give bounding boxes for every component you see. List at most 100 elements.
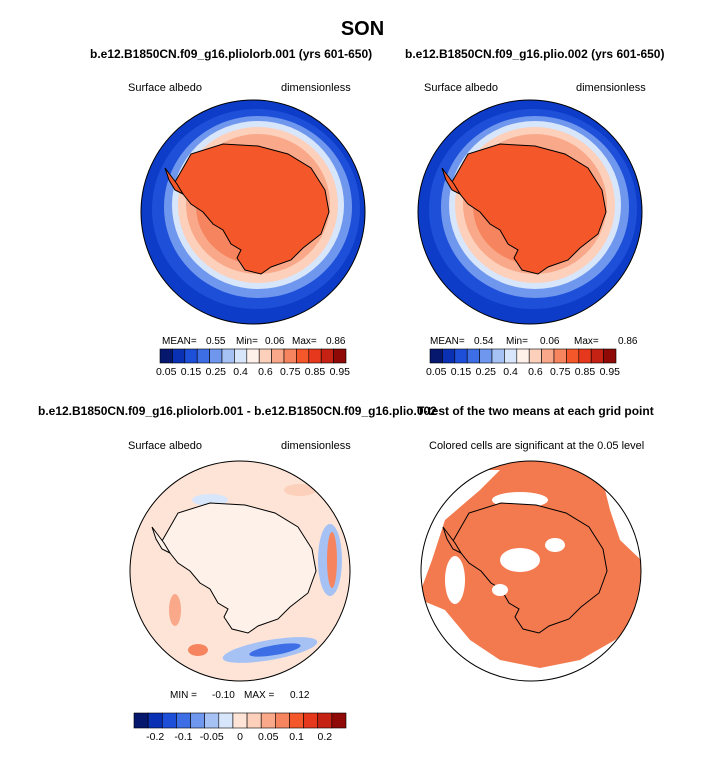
colorbar-segment (603, 348, 617, 364)
colorbar-segment (528, 348, 542, 364)
panel-2-colorbar: 0.05 0.15 0.25 0.4 0.6 0.75 0.85 0.95 (426, 348, 621, 378)
colorbar-tick-label: -0.2 (146, 731, 164, 743)
colorbar-tick-label: 0.2 (317, 731, 332, 743)
panel-1-colorbar: 0.05 0.15 0.25 0.4 0.6 0.75 0.85 0.95 (156, 348, 351, 378)
colorbar-tick-label: -0.1 (174, 731, 192, 743)
colorbar-segment (209, 348, 223, 364)
colorbar-tick-label: 0.4 (233, 366, 248, 378)
colorbar-segment (218, 712, 234, 729)
colorbar-tick-label: 0.15 (181, 366, 202, 378)
colorbar-segment (275, 712, 290, 729)
panel-3-left-label: Surface albedo (128, 440, 202, 452)
colorbar-tick-label: 0.4 (503, 366, 518, 378)
colorbar-segment (246, 712, 262, 729)
colorbar-segment (133, 712, 149, 729)
colorbar-segment (271, 348, 285, 364)
colorbar-segment (159, 348, 173, 364)
colorbar-segment (320, 348, 334, 364)
colorbar-segment (553, 348, 567, 364)
colorbar-segment (283, 348, 297, 364)
colorbar-segment (172, 348, 186, 364)
colorbar-tick-label: 0.6 (528, 366, 543, 378)
colorbar-segment (221, 348, 235, 364)
panel-2-mean-value: 0.54 (474, 336, 494, 347)
colorbar-segment (333, 348, 347, 364)
colorbar-segment (479, 348, 493, 364)
panel-1-max-value: 0.86 (326, 336, 346, 347)
panel-1-title: b.e12.B1850CN.f09_g16.pliolorb.001 (yrs … (90, 47, 373, 61)
panel-1-map (140, 99, 366, 325)
colorbar-tick-label: 0.05 (426, 366, 447, 378)
colorbar-tick-label: 0.95 (600, 366, 621, 378)
colorbar-segment (260, 712, 276, 729)
panel-4-title: T-test of the two means at each grid poi… (417, 404, 654, 418)
colorbar-segment (303, 712, 319, 729)
colorbar-tick-label: -0.05 (200, 731, 224, 743)
colorbar-segment (258, 348, 272, 364)
colorbar-segment (491, 348, 505, 364)
panel-3-title: b.e12.B1850CN.f09_g16.pliolorb.001 - b.e… (38, 404, 437, 418)
panel-3-max-label: MAX = (244, 690, 275, 701)
colorbar-segment (234, 348, 248, 364)
colorbar-tick-label: 0.05 (156, 366, 177, 378)
panel-2-mean-label: MEAN= (430, 336, 465, 347)
panel-3-colorbar: -0.2 -0.1 -0.05 0 0.05 0.1 0.2 (133, 712, 347, 743)
colorbar-segment (429, 348, 443, 364)
colorbar-tick-label: 0.15 (451, 366, 472, 378)
colorbar-segment (578, 348, 592, 364)
colorbar-tick-label: 0.75 (550, 366, 571, 378)
colorbar-segment (308, 348, 322, 364)
panel-1-mean-value: 0.55 (206, 336, 226, 347)
colorbar-tick-label: 0.85 (575, 366, 596, 378)
colorbar-segment (466, 348, 480, 364)
colorbar-segment (232, 712, 248, 729)
panel-3-min-label: MIN = (170, 690, 197, 701)
colorbar-tick-label: 0.95 (330, 366, 351, 378)
colorbar-tick-label: 0.05 (258, 731, 279, 743)
colorbar-tick-label: 0.25 (476, 366, 497, 378)
colorbar-segment (541, 348, 555, 364)
colorbar-segment (147, 712, 163, 729)
colorbar-segment (317, 712, 333, 729)
panel-1-min-label: Min= (236, 336, 258, 347)
colorbar-segment (190, 712, 205, 729)
colorbar-segment (204, 712, 220, 729)
colorbar-segment (161, 712, 177, 729)
colorbar-segment (442, 348, 456, 364)
colorbar-segment (196, 348, 210, 364)
panel-2-min-label: Min= (506, 336, 528, 347)
panel-1-mean-label: MEAN= (162, 336, 197, 347)
panel-1-max-label: Max= (292, 336, 317, 347)
colorbar-segment (454, 348, 468, 364)
colorbars: 0.05 0.15 0.25 0.4 0.6 0.75 0.85 0.95 0.05 0.15 0.… (133, 348, 621, 743)
colorbar-tick-label: 0.25 (206, 366, 227, 378)
panel-2-max-value: 0.86 (618, 336, 638, 347)
panel-4-subtitle: Colored cells are significant at the 0.0… (429, 440, 645, 452)
colorbar-segment (184, 348, 198, 364)
colorbar-tick-label: 0.75 (280, 366, 301, 378)
colorbar-segment (296, 348, 310, 364)
colorbar-segment (590, 348, 604, 364)
panel-2-right-label: dimensionless (576, 82, 646, 94)
colorbar-segment (504, 348, 518, 364)
colorbar-segment (246, 348, 260, 364)
panel-3-map (129, 460, 351, 682)
colorbar-segment (176, 712, 191, 729)
colorbar-segment (516, 348, 530, 364)
panel-2-min-value: 0.06 (540, 336, 560, 347)
panel-1-right-label: dimensionless (281, 82, 351, 94)
panel-2-map (417, 99, 643, 325)
panel-3-min-value: -0.10 (212, 690, 235, 701)
panel-1-min-value: 0.06 (265, 336, 285, 347)
panel-2-title: b.e12.B1850CN.f09_g16.plio.002 (yrs 601-… (405, 47, 665, 61)
colorbar-segment (566, 348, 580, 364)
season-title: SON (340, 18, 385, 40)
panel-3-right-label: dimensionless (281, 440, 351, 452)
colorbar-segment (331, 712, 347, 729)
colorbar-tick-label: 0 (237, 731, 243, 743)
panel-2-left-label: Surface albedo (424, 82, 498, 94)
panel-1-left-label: Surface albedo (128, 82, 202, 94)
colorbar-tick-label: 0.1 (289, 731, 304, 743)
panel-4-map (420, 460, 642, 682)
